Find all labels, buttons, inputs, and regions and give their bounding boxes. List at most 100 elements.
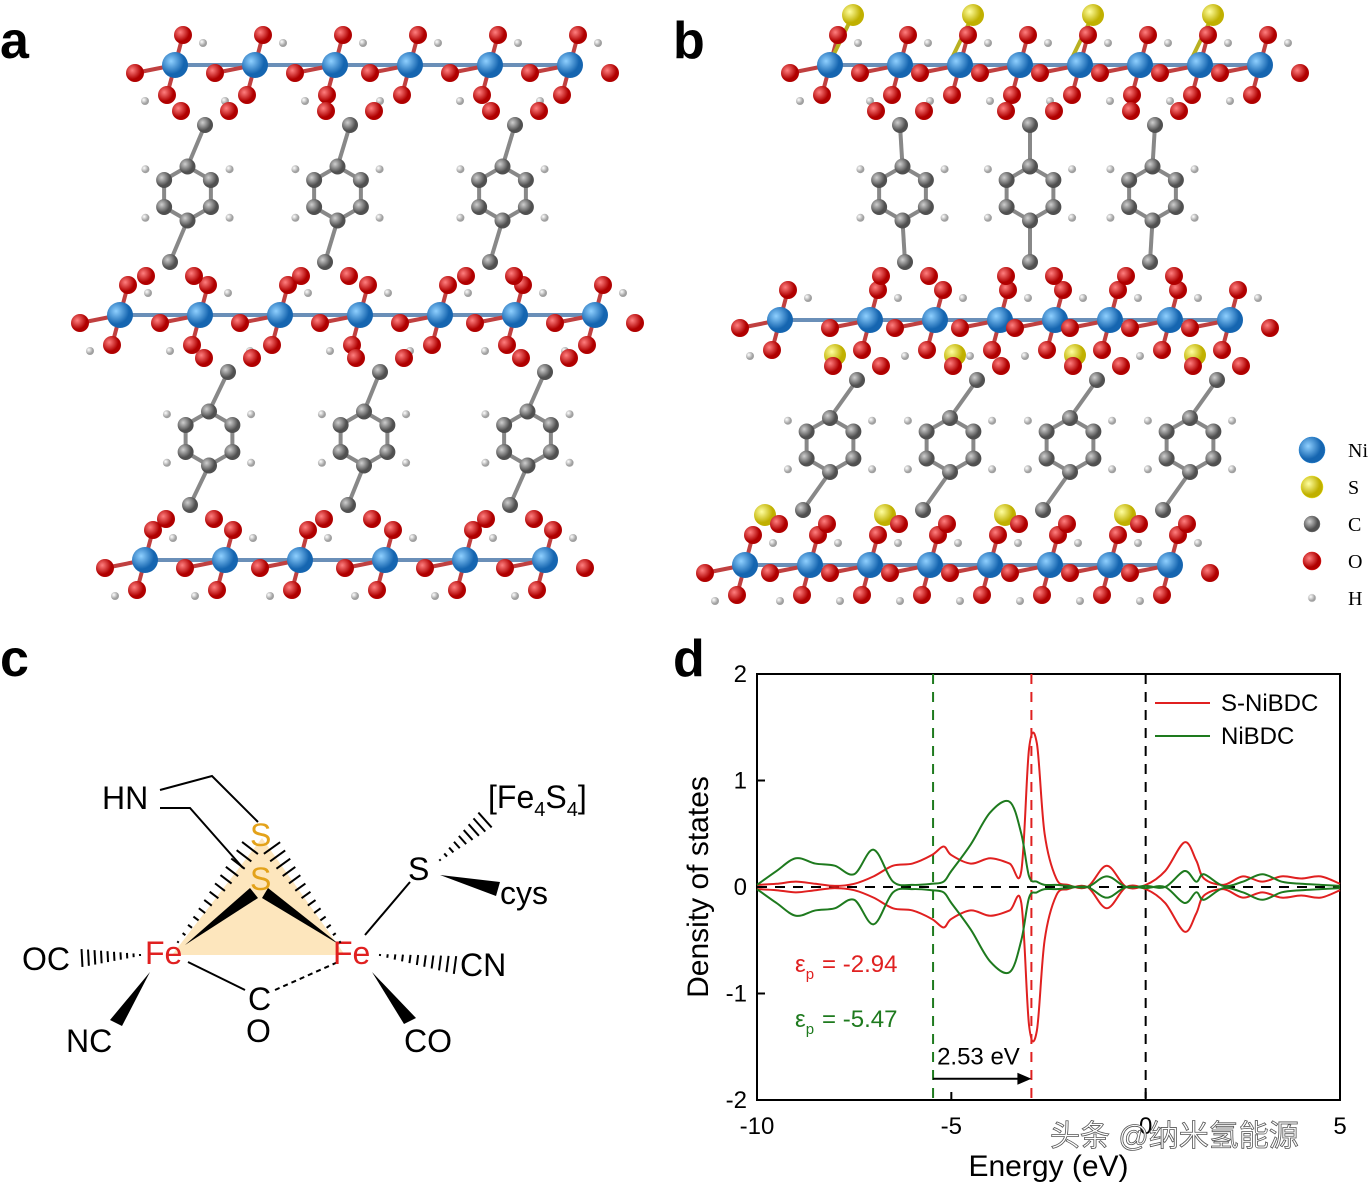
annotation-part: ε [795,1006,806,1033]
hashed-bond [230,857,246,870]
atom [187,302,213,328]
atom [224,289,232,297]
atom [162,458,171,467]
atom [1038,341,1056,359]
atom [205,510,223,528]
atom [247,458,256,467]
atom [1170,102,1188,120]
atom [202,172,219,188]
atom [361,64,379,82]
atom [375,213,384,222]
atom [324,534,332,542]
atom [292,267,310,285]
atom [1097,552,1123,578]
atom [998,172,1015,188]
atom [988,465,997,474]
atom [897,254,913,270]
atom [542,444,559,460]
atom [915,502,931,518]
hashed-bond [236,849,252,863]
atom [966,352,974,360]
atom [395,349,413,367]
atom [144,289,152,297]
atom [954,539,962,547]
atom [894,212,911,229]
atom [1068,165,1077,174]
hashed-bond [288,874,301,885]
x-tick-label: -5 [941,1113,962,1140]
atom [1045,199,1062,215]
atom [869,281,887,299]
atom [340,497,356,513]
hashed-bond [80,948,84,968]
atom [144,521,162,539]
atom [851,64,869,82]
legend-label: NiBDC [1221,723,1294,750]
atom [1169,281,1187,299]
atom [1076,597,1084,605]
panel-label: a [0,12,30,70]
atom [540,213,549,222]
atom [464,289,472,297]
atom [601,64,619,82]
atom [279,39,287,47]
atom [1038,423,1055,440]
atom [1022,117,1038,133]
atom [539,289,547,297]
atom [1021,352,1029,360]
y-tick-label: 1 [734,768,747,795]
atom [896,597,904,605]
atom [1142,254,1158,270]
arrow-label: 2.53 eV [937,1044,1020,1071]
atom [924,39,932,47]
atom [441,64,459,82]
atom [286,64,304,82]
legend-label: O [1348,551,1362,573]
atom [496,559,514,577]
atom [242,52,268,78]
atom [471,199,488,215]
atom [482,254,498,270]
dos-curve [756,885,1341,975]
atom [1182,410,1198,426]
atom [917,552,943,578]
atom [512,349,530,367]
atom [291,213,300,222]
arrow-head [1017,1072,1032,1085]
hashed-bond [401,954,404,962]
atom [1153,586,1171,604]
atom [594,276,612,294]
atom [402,410,411,419]
atom [379,444,396,460]
atom [943,86,961,104]
atom [156,172,173,188]
atom [528,581,546,599]
atom [868,465,877,474]
atom [918,423,935,440]
atom [728,586,746,604]
atom [517,199,534,215]
atom [372,364,388,380]
atom [984,39,992,47]
atom [1127,52,1153,78]
atom [732,552,758,578]
atom [201,403,217,420]
atom [845,423,862,440]
atom [489,534,497,542]
atom [1182,464,1198,480]
atom [578,336,596,354]
atom [452,547,478,573]
hashed-bond [203,899,213,907]
atom [409,26,427,44]
atom [318,86,336,104]
atom [1097,307,1123,333]
atom-label: S [250,861,271,897]
atom [546,314,564,332]
atom [166,347,174,355]
atom [887,52,913,78]
atom [481,410,490,419]
hashed-bond [300,890,312,900]
atom [793,586,811,604]
atom [881,564,899,582]
atom [1291,64,1309,82]
